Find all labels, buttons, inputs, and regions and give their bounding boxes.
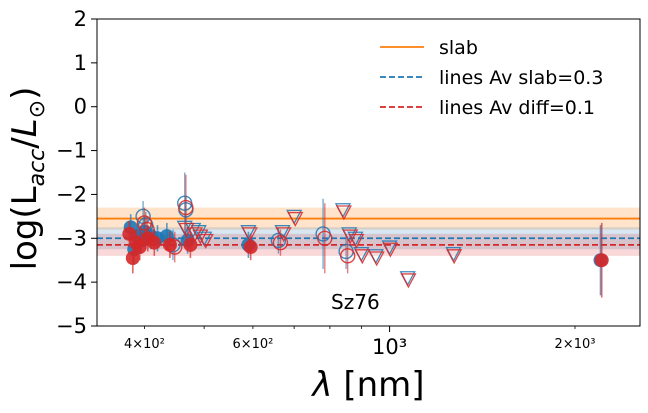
upper-limit-marker — [342, 229, 359, 245]
legend-label: slab — [439, 37, 478, 59]
upper-limit-marker — [197, 233, 214, 249]
upper-limit-marker — [287, 211, 304, 227]
open-data-point — [178, 199, 194, 216]
open-data-point — [317, 230, 333, 246]
legend-label: lines Av diff=0.1 — [439, 97, 595, 119]
y-tick-label: 1 — [74, 51, 87, 75]
x-tick-label: 2×10³ — [555, 337, 596, 352]
y-tick-label: −5 — [56, 314, 87, 338]
x-ticks: 4×10² 6×10² 10³ 2×10³ — [124, 326, 595, 359]
annotation-label: Sz76 — [331, 290, 380, 314]
y-tick-label: 2 — [74, 7, 87, 31]
y-ticks: 2 1 0 −1 −2 −3 −4 −5 — [56, 7, 97, 338]
upper-limit-marker — [382, 242, 399, 258]
upper-limit-marker — [348, 233, 365, 249]
y-tick-label: −4 — [56, 270, 87, 294]
y-tick-label: −1 — [56, 139, 87, 163]
legend: slab lines Av slab=0.3 lines Av diff=0.1 — [380, 37, 603, 119]
upper-limit-marker — [178, 222, 195, 238]
x-tick-label: 10³ — [372, 335, 407, 359]
upper-limit-marker — [275, 227, 292, 243]
filled-data-point — [243, 240, 258, 255]
x-tick-label: 4×10² — [124, 337, 165, 352]
filled-data-point — [147, 235, 162, 250]
open-data-point — [167, 239, 183, 255]
legend-label: lines Av slab=0.3 — [439, 67, 603, 89]
x-axis-label: λ [nm] — [310, 365, 424, 405]
open-data-point — [139, 221, 155, 238]
upper-limit-marker — [446, 249, 463, 265]
upper-limit-marker — [368, 251, 385, 267]
y-axis-label: log(Lacc/L⊙) — [5, 87, 50, 271]
y-tick-label: −2 — [56, 182, 87, 206]
open-data-point — [136, 215, 153, 231]
plot-frame — [96, 18, 641, 327]
data-points — [122, 172, 609, 298]
y-tick-label: −3 — [56, 226, 87, 250]
upper-limit-marker — [192, 229, 209, 245]
open-data-point — [270, 232, 287, 249]
x-tick-label: 6×10² — [232, 337, 273, 352]
filled-data-point — [162, 237, 177, 252]
upper-limit-marker — [354, 249, 371, 265]
upper-limit-marker — [335, 205, 352, 221]
y-tick-label: 0 — [74, 95, 87, 119]
filled-data-point — [183, 237, 198, 252]
upper-limit-marker — [241, 227, 258, 243]
filled-data-point — [594, 253, 609, 268]
upper-limit-marker — [400, 273, 417, 289]
open-data-point — [339, 248, 356, 264]
